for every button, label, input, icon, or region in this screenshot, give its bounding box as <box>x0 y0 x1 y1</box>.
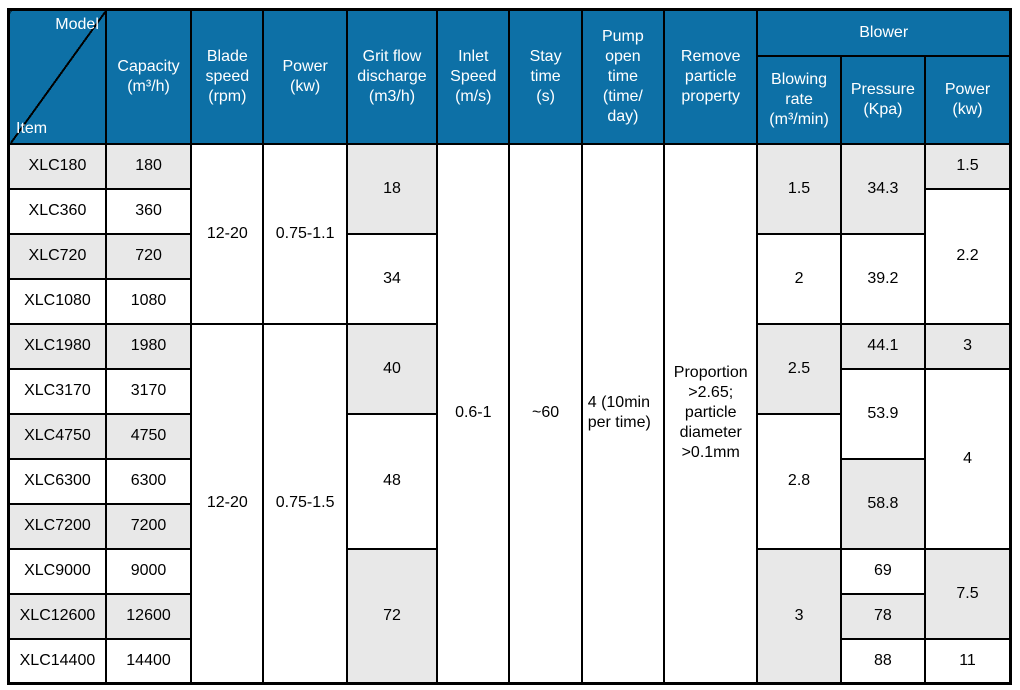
grit-flow-cell: 34 <box>345 232 439 325</box>
stay-time-cell: ~60 <box>508 142 583 685</box>
model-cell: XLC1080 <box>7 277 107 325</box>
capacity-cell: 14400 <box>104 637 193 685</box>
table-row: XLC6300 6300 58.8 <box>7 457 1011 550</box>
pressure-cell: 34.3 <box>839 142 927 235</box>
header-pump-open-time: Pump open time (time/ day) <box>580 8 666 145</box>
header-capacity: Capacity (m³/h) <box>104 8 193 145</box>
pressure-cell: 78 <box>839 592 927 640</box>
header-grit-flow-discharge: Grit flow discharge (m3/h) <box>345 8 439 145</box>
blade-speed-cell: 12-20 <box>190 322 265 685</box>
capacity-cell: 3170 <box>104 367 193 415</box>
corner-item-label: Item <box>16 119 48 137</box>
power-cell: 0.75-1.5 <box>262 322 348 685</box>
corner-header-cell: Model Item <box>7 8 107 145</box>
model-cell: XLC6300 <box>7 457 107 505</box>
blower-power-cell: 2.2 <box>924 187 1012 325</box>
table-row: XLC1980 1980 12-20 0.75-1.5 40 2.5 44.1 … <box>7 322 1012 685</box>
pump-open-time-cell: 4 (10min per time) <box>580 142 666 685</box>
blade-speed-cell: 12-20 <box>190 142 265 325</box>
blowing-rate-cell: 2.5 <box>756 322 842 415</box>
table-body: XLC180 180 12-20 0.75-1.1 18 0.6-1 ~60 4… <box>7 142 1012 685</box>
blower-power-cell: 1.5 <box>924 142 1012 190</box>
model-cell: XLC1980 <box>7 322 107 370</box>
header-blowing-rate: Blowing rate (m³/min) <box>756 54 842 145</box>
table-row: XLC3170 3170 53.9 4 <box>7 367 1012 550</box>
capacity-cell: 1080 <box>104 277 193 325</box>
capacity-cell: 720 <box>104 232 193 280</box>
header-row-2: Blowing rate (m³/min) Pressure (Kpa) Pow… <box>9 54 1012 145</box>
pressure-cell: 69 <box>839 547 927 595</box>
header-blower-group: Blower <box>756 8 1012 57</box>
blowing-rate-cell: 2.8 <box>756 412 842 550</box>
model-cell: XLC12600 <box>7 592 107 640</box>
header-blade-speed: Blade speed (rpm) <box>190 8 265 145</box>
capacity-cell: 9000 <box>104 547 193 595</box>
power-cell: 0.75-1.1 <box>262 142 348 325</box>
grit-flow-cell: 72 <box>345 547 439 685</box>
blower-power-cell: 3 <box>924 322 1012 370</box>
pressure-cell: 58.8 <box>839 457 927 550</box>
capacity-cell: 1980 <box>104 322 193 370</box>
capacity-cell: 4750 <box>104 412 193 460</box>
grit-flow-cell: 18 <box>345 142 439 235</box>
pressure-cell: 88 <box>839 637 927 685</box>
model-cell: XLC180 <box>7 142 107 190</box>
corner-model-label: Model <box>55 16 99 33</box>
blowing-rate-cell: 3 <box>756 547 842 685</box>
capacity-cell: 360 <box>104 187 193 235</box>
model-cell: XLC9000 <box>7 547 107 595</box>
grit-flow-cell: 40 <box>345 322 439 415</box>
grit-flow-cell: 48 <box>345 412 439 550</box>
table-row: XLC14400 14400 88 11 <box>7 637 1012 685</box>
header-stay-time: Stay time (s) <box>508 8 583 145</box>
spec-table: Model Item Capacity (m³/h) Blade speed (… <box>7 8 1012 685</box>
table-row: XLC720 720 34 2 39.2 <box>7 232 1011 325</box>
pressure-cell: 44.1 <box>839 322 927 370</box>
remove-particle-cell: Proportion >2.65; particle diameter >0.1… <box>663 142 759 685</box>
model-cell: XLC14400 <box>7 637 107 685</box>
header-remove-particle-property: Remove particle property <box>663 8 759 145</box>
capacity-cell: 12600 <box>104 592 193 640</box>
table-row: XLC180 180 12-20 0.75-1.1 18 0.6-1 ~60 4… <box>7 142 1012 685</box>
capacity-cell: 6300 <box>104 457 193 505</box>
blower-power-cell: 11 <box>924 637 1012 685</box>
pressure-cell: 39.2 <box>839 232 927 325</box>
table-row: XLC7200 7200 <box>7 502 1011 550</box>
model-cell: XLC7200 <box>7 502 107 550</box>
model-cell: XLC3170 <box>7 367 107 415</box>
model-cell: XLC360 <box>7 187 107 235</box>
table-row: XLC12600 12600 78 <box>7 592 1011 640</box>
header-power: Power (kw) <box>262 8 348 145</box>
blowing-rate-cell: 2 <box>756 232 842 325</box>
table-row: XLC9000 9000 72 3 69 7.5 <box>7 547 1012 685</box>
table-header: Model Item Capacity (m³/h) Blade speed (… <box>7 8 1012 145</box>
table-row: XLC1080 1080 <box>7 277 1011 325</box>
capacity-cell: 7200 <box>104 502 193 550</box>
table-row: XLC360 360 2.2 <box>7 187 1012 325</box>
header-pressure: Pressure (Kpa) <box>839 54 927 145</box>
model-cell: XLC4750 <box>7 412 107 460</box>
blower-power-cell: 4 <box>924 367 1012 550</box>
header-row-1: Model Item Capacity (m³/h) Blade speed (… <box>7 8 1012 145</box>
blowing-rate-cell: 1.5 <box>756 142 842 235</box>
header-inlet-speed: Inlet Speed (m/s) <box>436 8 511 145</box>
blower-power-cell: 7.5 <box>924 547 1012 640</box>
pressure-cell: 53.9 <box>839 367 927 460</box>
model-cell: XLC720 <box>7 232 107 280</box>
table-row: XLC4750 4750 48 2.8 <box>7 412 1011 550</box>
header-blower-power: Power (kw) <box>924 54 1012 145</box>
inlet-speed-cell: 0.6-1 <box>436 142 511 685</box>
capacity-cell: 180 <box>104 142 193 190</box>
